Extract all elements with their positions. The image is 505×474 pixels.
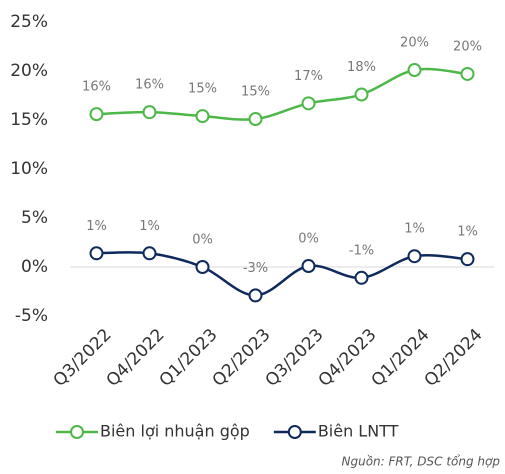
point [460,252,475,267]
data-label: 15% [188,82,217,97]
point [354,270,369,285]
data-label: 1% [86,219,107,234]
data-label: 16% [82,80,111,95]
x-tick-label: Q2/2024 [421,325,487,391]
data-label: 20% [400,36,429,51]
point [142,105,157,120]
legend-marker [70,425,84,439]
y-tick-label: 20% [10,61,48,81]
data-label: 1% [457,225,478,240]
point [248,112,263,127]
legend-label: Biên lợi nhuận gộp [100,422,250,441]
source-note: Nguồn: FRT, DSC tổng hợp [342,455,501,469]
point [407,63,422,78]
data-label: -3% [243,261,268,276]
data-label: 16% [135,78,164,93]
point [195,260,210,274]
legend-marker [287,425,302,439]
data-label: 17% [294,69,323,84]
point [89,107,104,122]
data-label: 1% [404,222,425,237]
data-label: 0% [298,232,319,247]
legend-label: Biên LNTT [318,422,399,441]
point [407,249,422,264]
data-label: -1% [349,243,374,258]
point [89,246,104,261]
data-label: 1% [139,219,160,234]
point [248,288,263,303]
data-label: 15% [241,85,270,100]
data-label: 18% [347,60,376,75]
point [142,246,157,261]
y-tick-label: 10% [10,159,48,179]
y-tick-label: 15% [10,110,48,130]
y-tick-label: -5% [15,306,48,326]
point [354,87,369,102]
point [460,66,475,81]
point [301,259,316,274]
y-tick-label: 25% [10,12,48,32]
point [195,109,210,124]
point [301,96,316,111]
data-label: 20% [453,39,482,54]
y-tick-label: 5% [21,208,48,228]
data-label: 0% [192,233,213,248]
y-tick-label: 0% [21,257,48,277]
